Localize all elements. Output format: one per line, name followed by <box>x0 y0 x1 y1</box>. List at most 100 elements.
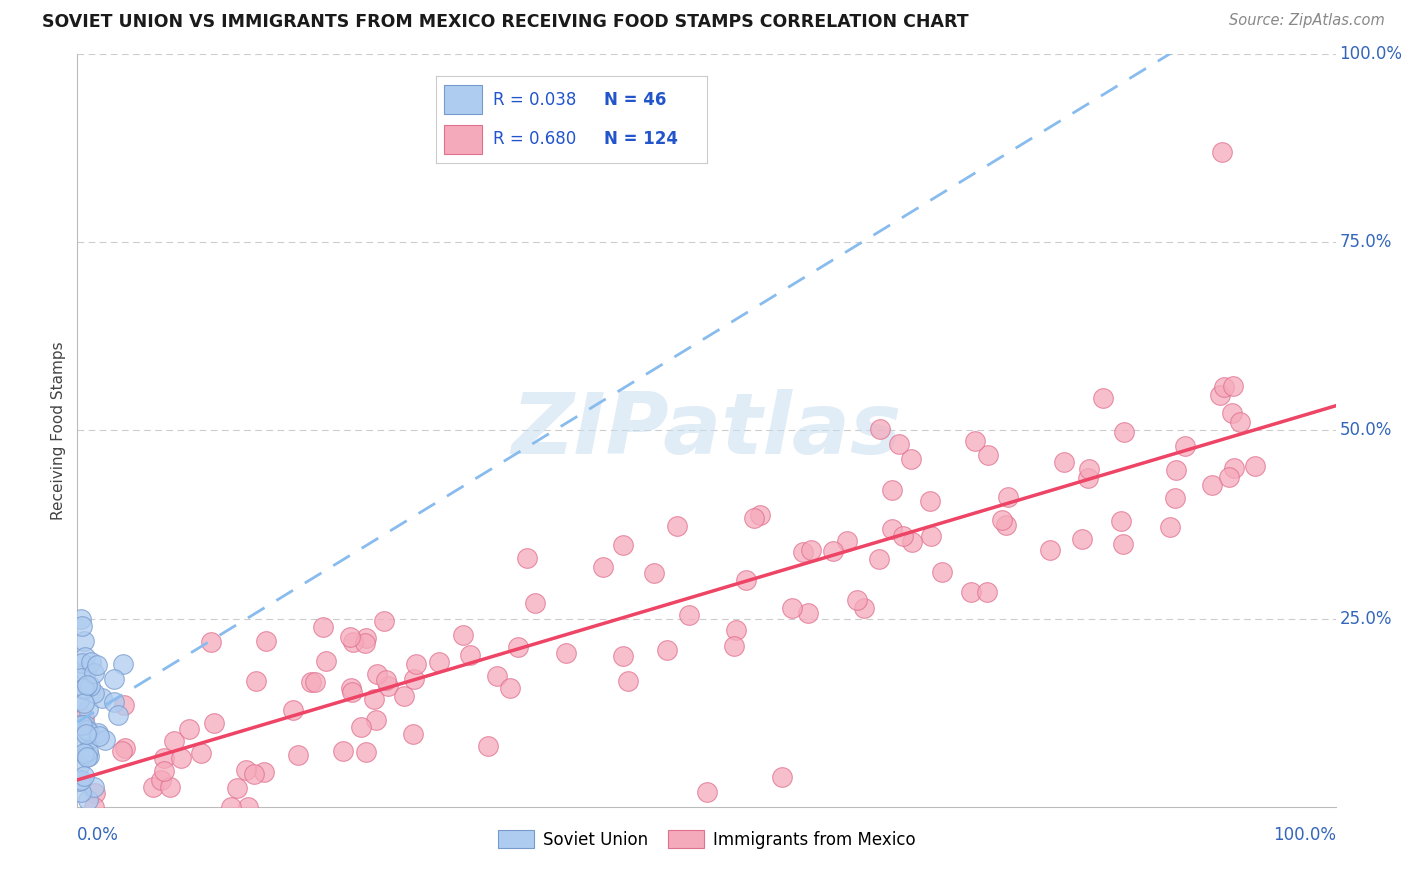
Point <box>70 785 93 799</box>
Point <box>142 780 165 795</box>
Point <box>1077 471 1099 485</box>
Point <box>991 513 1014 527</box>
Y-axis label: Receiving Food Stamps: Receiving Food Stamps <box>51 341 66 520</box>
Point <box>304 674 326 689</box>
Point <box>354 745 377 759</box>
Point <box>76 723 98 738</box>
Point <box>73 649 96 664</box>
Point <box>882 522 904 536</box>
Point <box>70 612 93 626</box>
Point <box>960 585 983 599</box>
Point <box>477 739 499 754</box>
Point <box>76 792 98 806</box>
Point <box>1091 391 1114 405</box>
Point <box>364 713 387 727</box>
Point <box>90 691 112 706</box>
Point <box>79 725 101 739</box>
Point <box>880 483 903 497</box>
Point <box>299 674 322 689</box>
Point <box>1112 425 1135 440</box>
Point <box>73 769 96 783</box>
Point <box>150 772 173 787</box>
Point <box>221 800 243 814</box>
Point <box>920 493 942 508</box>
Point <box>963 434 986 448</box>
Text: R = 0.038: R = 0.038 <box>492 90 576 109</box>
Point <box>170 751 193 765</box>
Point <box>76 743 98 757</box>
Point <box>83 800 105 814</box>
Point <box>792 545 814 559</box>
Point <box>375 673 398 687</box>
Point <box>920 529 942 543</box>
Point <box>900 452 922 467</box>
Point <box>458 648 481 663</box>
Point <box>1071 532 1094 546</box>
Point <box>889 437 911 451</box>
Point <box>69 773 91 788</box>
Point <box>931 565 953 579</box>
Point <box>76 678 98 692</box>
Point <box>86 658 108 673</box>
Point <box>72 681 94 696</box>
Point <box>868 552 890 566</box>
Point <box>835 533 858 548</box>
Point <box>315 654 337 668</box>
Point <box>73 746 96 760</box>
Point <box>226 780 249 795</box>
Text: 75.0%: 75.0% <box>1340 233 1392 251</box>
Point <box>696 785 718 799</box>
Point <box>76 749 98 764</box>
Point <box>80 655 103 669</box>
Point <box>73 717 96 731</box>
Point <box>83 665 105 680</box>
Point <box>110 743 132 757</box>
Point <box>1211 145 1233 159</box>
Point <box>72 711 94 725</box>
Point <box>245 674 267 689</box>
Point <box>159 780 181 794</box>
Point <box>891 529 914 543</box>
Point <box>800 542 823 557</box>
Point <box>342 635 364 649</box>
Point <box>287 748 309 763</box>
Point <box>749 508 772 522</box>
Point <box>72 619 94 633</box>
Point <box>340 681 363 695</box>
Point <box>901 535 924 549</box>
Point <box>845 593 868 607</box>
Point <box>202 715 225 730</box>
Point <box>1229 415 1251 429</box>
Text: Source: ZipAtlas.com: Source: ZipAtlas.com <box>1229 13 1385 29</box>
Point <box>997 490 1019 504</box>
Point <box>312 620 335 634</box>
Point <box>153 764 176 779</box>
Point <box>94 733 117 747</box>
Point <box>499 681 522 696</box>
Point <box>353 636 375 650</box>
Point <box>678 607 700 622</box>
Point <box>617 673 640 688</box>
Point <box>485 669 508 683</box>
Point <box>1039 542 1062 557</box>
Point <box>242 767 264 781</box>
Point <box>79 679 101 693</box>
Point <box>402 672 425 686</box>
Point <box>666 518 689 533</box>
Point <box>70 671 93 685</box>
Point <box>87 726 110 740</box>
Point <box>869 422 891 436</box>
Point <box>1109 514 1132 528</box>
Point <box>103 695 125 709</box>
Point <box>554 646 576 660</box>
Point <box>1244 459 1267 474</box>
Point <box>163 734 186 748</box>
Point <box>976 585 998 599</box>
Point <box>190 746 212 760</box>
Point <box>72 634 94 648</box>
Legend: Soviet Union, Immigrants from Mexico: Soviet Union, Immigrants from Mexico <box>491 823 922 855</box>
Point <box>72 656 94 670</box>
Point <box>723 639 745 653</box>
Point <box>77 731 100 746</box>
Point <box>354 631 377 645</box>
